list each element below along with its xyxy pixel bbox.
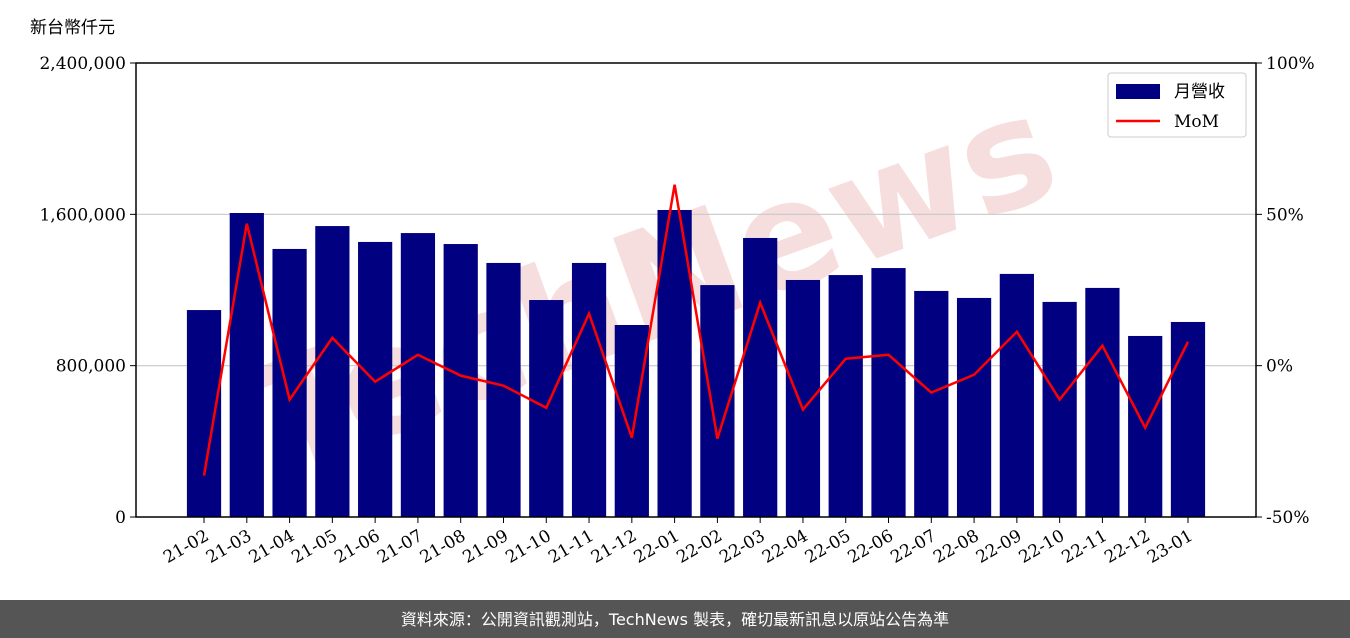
x-tick-label: 21-06 [331,526,383,568]
y2-tick-label: 50% [1266,205,1304,225]
y-tick-label: 1,600,000 [39,205,126,225]
x-tick-label: 21-12 [588,526,640,568]
x-tick-label: 21-09 [460,526,512,568]
bar [657,209,692,518]
bar [743,237,778,517]
x-tick-label: 22-06 [845,526,897,568]
y2-tick-label: 0% [1266,357,1293,377]
bar [956,297,992,517]
bar [1085,287,1120,517]
x-tick-label: 22-07 [887,526,939,568]
y-tick-label: 2,400,000 [39,54,126,74]
x-tick-label: 23-01 [1144,526,1196,568]
plot-frame [135,62,1257,518]
bar [871,268,906,517]
x-tick-label: 22-01 [631,526,683,568]
y2-tick-label: -50% [1266,508,1310,528]
bar [186,310,222,517]
y-tick-label: 800,000 [56,357,126,377]
bar [443,244,478,517]
x-tick-label: 22-08 [930,526,982,568]
bar [999,273,1034,517]
bar [486,262,521,517]
y-tick-label: 0 [115,508,126,528]
x-tick-label: 22-02 [673,526,725,568]
x-tick-label: 22-03 [716,526,768,568]
y-axis-label: 新台幣仟元 [30,18,115,38]
x-tick-label: 21-04 [246,526,298,568]
bar [914,290,949,517]
bar [400,233,436,517]
x-tick-label: 22-09 [973,526,1025,568]
x-tick-label: 21-07 [374,526,426,568]
bar [614,324,649,517]
legend-label: MoM [1174,112,1219,132]
bar [315,226,350,518]
x-tick-label: 21-08 [417,526,469,568]
x-tick-label: 22-12 [1101,526,1153,568]
legend-swatch [1116,84,1160,99]
bar [358,241,393,517]
x-tick-label: 21-03 [203,526,255,568]
x-tick-label: 21-05 [288,526,340,568]
bar [828,275,863,517]
bar [1042,301,1077,517]
x-tick-label: 21-10 [502,526,554,568]
footer: 資料來源：公開資訊觀測站，TechNews 製表，確切最新訊息以原站公告為準 [401,610,949,629]
x-tick-label: 21-11 [545,526,597,568]
x-tick-label: 22-04 [759,526,811,568]
bar [229,213,264,518]
legend-label: 月營收 [1174,82,1225,102]
y2-tick-label: 100% [1266,54,1315,74]
bar [1170,321,1206,517]
x-tick-label: 22-10 [1016,526,1068,568]
x-tick-label: 21-02 [160,526,212,568]
line [202,184,1190,476]
bar [571,262,607,517]
footer-bar [0,600,1350,638]
x-tick-label: 22-11 [1058,526,1110,568]
x-tick-label: 22-05 [802,526,854,568]
bar [785,279,821,517]
